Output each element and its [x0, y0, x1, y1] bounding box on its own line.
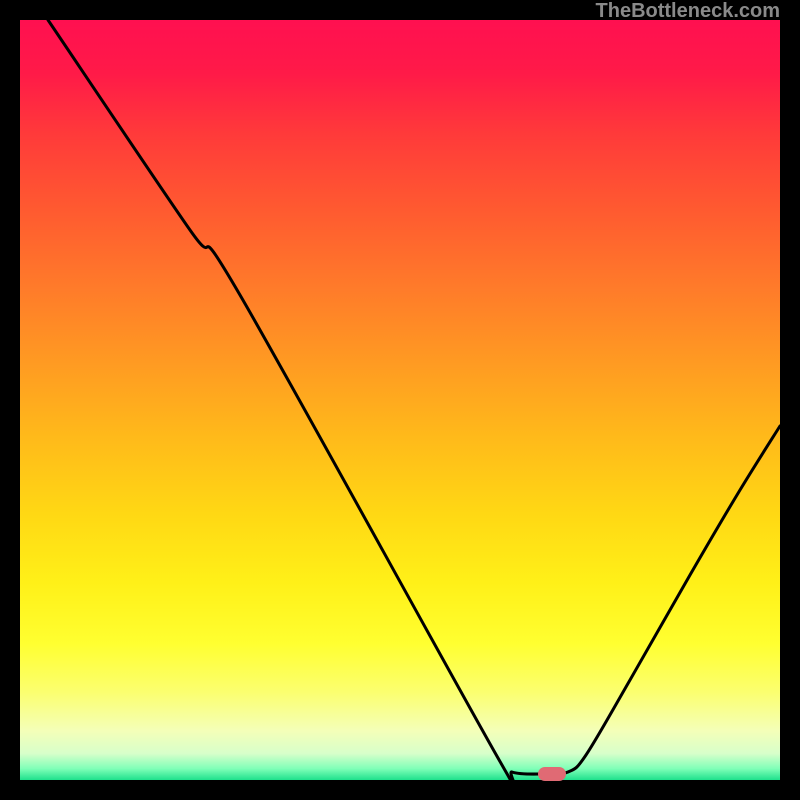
- optimal-marker: [538, 767, 566, 781]
- plot-svg: [20, 20, 780, 780]
- gradient-background: [20, 20, 780, 780]
- watermark-text: TheBottleneck.com: [596, 0, 780, 23]
- bottleneck-chart: [20, 20, 780, 780]
